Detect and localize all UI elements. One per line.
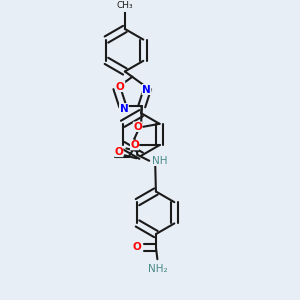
Text: O: O — [133, 242, 142, 252]
Text: CH₃: CH₃ — [117, 1, 133, 10]
Text: N: N — [142, 85, 151, 94]
Text: O: O — [116, 82, 125, 92]
Text: NH₂: NH₂ — [148, 264, 168, 274]
Text: NH: NH — [152, 156, 167, 166]
Text: O: O — [115, 147, 123, 157]
Text: O: O — [133, 122, 142, 132]
Text: N: N — [119, 103, 128, 114]
Text: O: O — [130, 140, 139, 150]
